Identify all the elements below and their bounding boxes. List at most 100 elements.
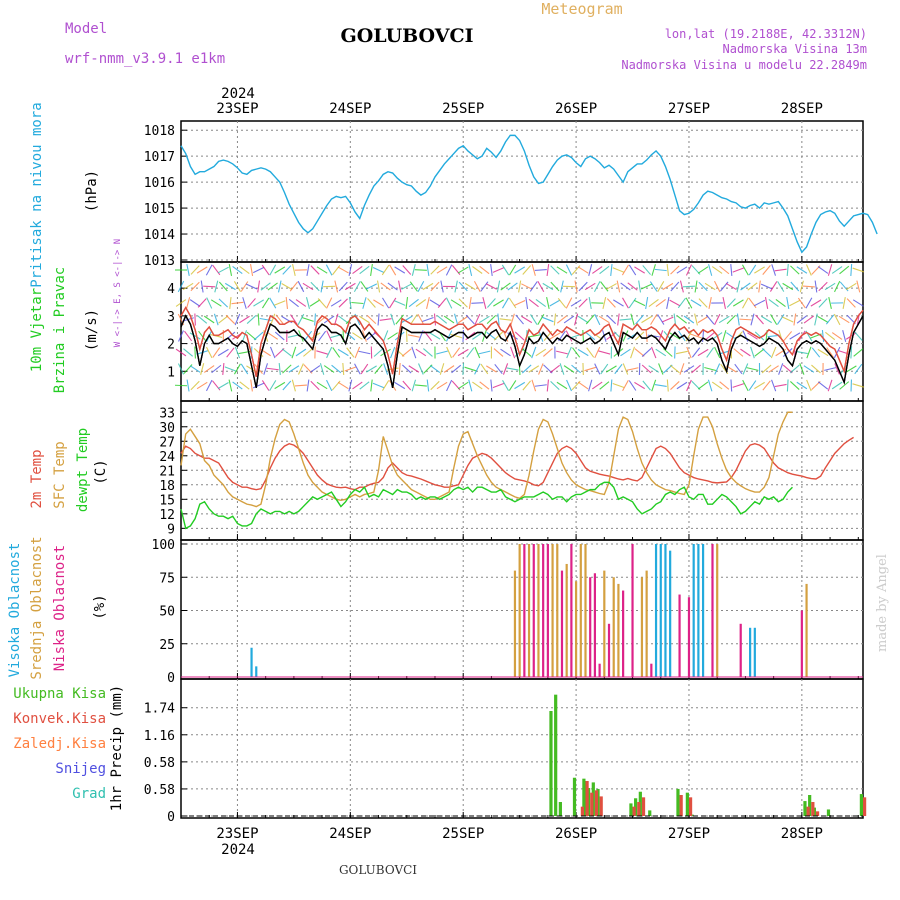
wind-arrow — [845, 282, 857, 291]
wind-arrow — [796, 266, 808, 274]
wind-arrow — [697, 315, 709, 324]
wind-arrow — [292, 264, 296, 276]
wind-arrow — [577, 381, 589, 390]
wind-arrow — [845, 365, 857, 373]
wind-arrow — [302, 317, 314, 322]
wind-arrow — [638, 280, 642, 293]
wind-arrow — [669, 332, 681, 340]
wind-arrow — [294, 384, 307, 387]
wind-arrow — [323, 365, 335, 373]
cloud-bar — [565, 563, 568, 677]
wind-arrow — [333, 313, 339, 326]
cloud-bar — [701, 544, 705, 677]
wind-arrow — [594, 346, 601, 359]
wind-arrow — [365, 283, 378, 290]
wind-arrow — [232, 381, 243, 390]
wind-arrow — [771, 379, 777, 392]
wind-arrow — [451, 364, 462, 374]
wind-arrow — [754, 381, 765, 390]
wind-arrow — [316, 381, 328, 390]
wind-arrow — [817, 381, 829, 390]
wind-arrow — [742, 330, 749, 342]
wind-arrow — [824, 367, 837, 371]
wind-arrow — [492, 267, 505, 273]
wind-arrow — [274, 331, 285, 341]
wind-arrow — [278, 362, 281, 376]
wind-arrow — [288, 298, 299, 308]
wind-arrow — [525, 296, 529, 310]
wind-arrow — [423, 348, 433, 357]
wind-arrow — [824, 282, 836, 291]
wind-arrow — [542, 282, 554, 291]
wind-arrow — [831, 332, 843, 340]
wind-arrow — [574, 313, 579, 326]
wind-arrow — [742, 379, 749, 392]
wind-arrow — [833, 313, 841, 326]
wind-arrow — [273, 300, 286, 306]
pressure-ylabel: Pritisak na nivou mora — [29, 102, 45, 287]
wind-arrow — [795, 350, 808, 355]
wind-arrow — [676, 381, 688, 390]
wind-arrow — [253, 331, 264, 341]
wind-arrow — [436, 350, 448, 355]
wind-arrow — [178, 330, 184, 342]
wind-arrow — [380, 282, 391, 291]
wind-arrow — [585, 331, 596, 341]
wind-arrow — [226, 347, 235, 358]
wind-arrow — [351, 301, 364, 305]
wind-arrow — [521, 315, 533, 324]
wind-arrow — [838, 350, 851, 355]
cloud-bar — [589, 577, 592, 677]
cloud-bar — [579, 544, 582, 677]
wind-arrow — [810, 299, 822, 307]
wind-arrow — [508, 297, 517, 309]
cloud-bar — [669, 550, 672, 677]
wind-arrow — [641, 364, 652, 374]
wind-arrow — [410, 314, 418, 325]
wind-arrow — [310, 281, 320, 292]
wind-arrow — [263, 363, 269, 375]
wind-arrow — [464, 282, 476, 291]
wind-arrow — [697, 266, 709, 274]
wind-arrow — [305, 297, 311, 309]
cloud-bar — [654, 544, 658, 677]
wind-arrow — [466, 347, 475, 358]
temperature-ytick-label: 33 — [159, 406, 175, 421]
wind-arrow — [398, 280, 402, 293]
wind-arrow — [189, 299, 201, 307]
wind-arrow — [239, 265, 250, 275]
wind-arrow — [747, 282, 758, 291]
wind-arrow — [253, 348, 264, 357]
precipitation-bar — [863, 797, 867, 816]
wind-arrow — [389, 264, 397, 276]
wind-arrow — [588, 296, 592, 310]
wind-arrow — [206, 297, 213, 309]
wind-arrow — [748, 380, 757, 391]
wind-arrow — [282, 380, 292, 391]
cloud-bar — [800, 610, 803, 677]
wind-arrow — [361, 330, 367, 342]
wind-arrow — [189, 332, 201, 340]
wind-arrow — [556, 315, 568, 324]
wind-arrow — [546, 263, 550, 277]
wind-arrow — [282, 364, 292, 374]
wind-arrow — [535, 299, 546, 307]
temperature-ytick-label: 15 — [159, 493, 175, 508]
wind-arrow — [622, 379, 629, 392]
wind-arrow — [796, 315, 807, 324]
wind-arrow — [675, 350, 688, 355]
wind-arrow — [183, 348, 194, 357]
wind-arrow — [599, 381, 610, 390]
wind-arrow — [266, 367, 279, 371]
wind-arrow — [513, 300, 526, 306]
wind-arrow — [352, 266, 363, 274]
wind-arrow — [747, 332, 758, 340]
wind-arrow — [782, 282, 794, 291]
wind-arrow — [394, 331, 405, 341]
wind-arrow — [705, 314, 715, 325]
wind-arrow — [677, 297, 686, 309]
wind-arrow — [214, 280, 219, 293]
wind-arrow — [515, 314, 524, 325]
wind-arrow — [261, 297, 270, 309]
wind-arrow — [309, 332, 321, 340]
